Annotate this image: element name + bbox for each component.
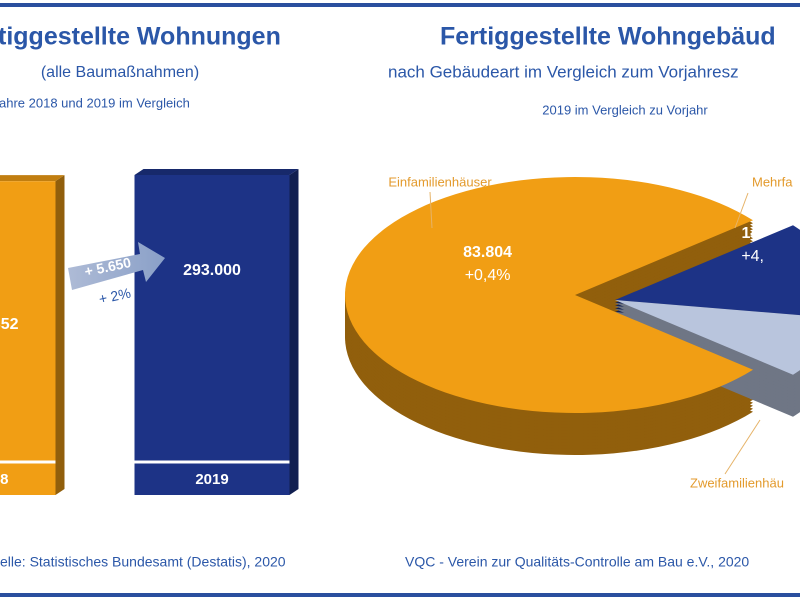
slice-value-label: 14.	[742, 225, 764, 242]
slice-category: Einfamilienhäuser	[388, 174, 492, 189]
bar	[0, 181, 56, 495]
pie-slice	[615, 225, 800, 316]
bar-top	[134, 169, 299, 175]
slice-category: Mehrfa	[752, 174, 793, 189]
bar-value-label: 293.000	[183, 262, 241, 279]
bar-source: elle: Statistisches Bundesamt (Destatis)…	[0, 554, 286, 570]
slice-category: Zweifamilienhäu	[690, 475, 784, 490]
label-leader	[734, 192, 749, 229]
bar-title: tiggestellte Wohnungen	[0, 23, 281, 51]
pie-source: VQC - Verein zur Qualitäts-Controlle am …	[405, 554, 749, 570]
bar-subtitle: (alle Baumaßnahmen)	[41, 64, 199, 81]
bar-side	[289, 169, 299, 495]
bar-category: 2019	[195, 471, 228, 488]
pie-title: Fertiggestellte Wohngebäud	[440, 23, 776, 51]
slice-change-label: +4,	[741, 248, 764, 265]
bar-top	[0, 175, 65, 182]
change-percent: + 2%	[97, 285, 132, 307]
bar-value-label: .352	[0, 316, 19, 333]
label-leader	[429, 191, 433, 229]
bar-note: ahre 2018 und 2019 im Vergleich	[0, 95, 190, 110]
bar	[134, 175, 290, 495]
slice-change-label: +0,4%	[465, 267, 511, 284]
bar-category: 018	[0, 471, 9, 488]
pie-note: 2019 im Vergleich zu Vorjahr	[542, 102, 708, 117]
pie-slice	[345, 177, 754, 413]
pie-slice	[615, 300, 800, 375]
pie-subtitle: nach Gebäudeart im Vergleich zum Vorjahr…	[388, 62, 739, 81]
change-arrow	[68, 242, 165, 290]
bar-side	[55, 175, 65, 495]
label-leader	[724, 419, 761, 475]
slice-value-label: 83.804	[463, 244, 512, 261]
